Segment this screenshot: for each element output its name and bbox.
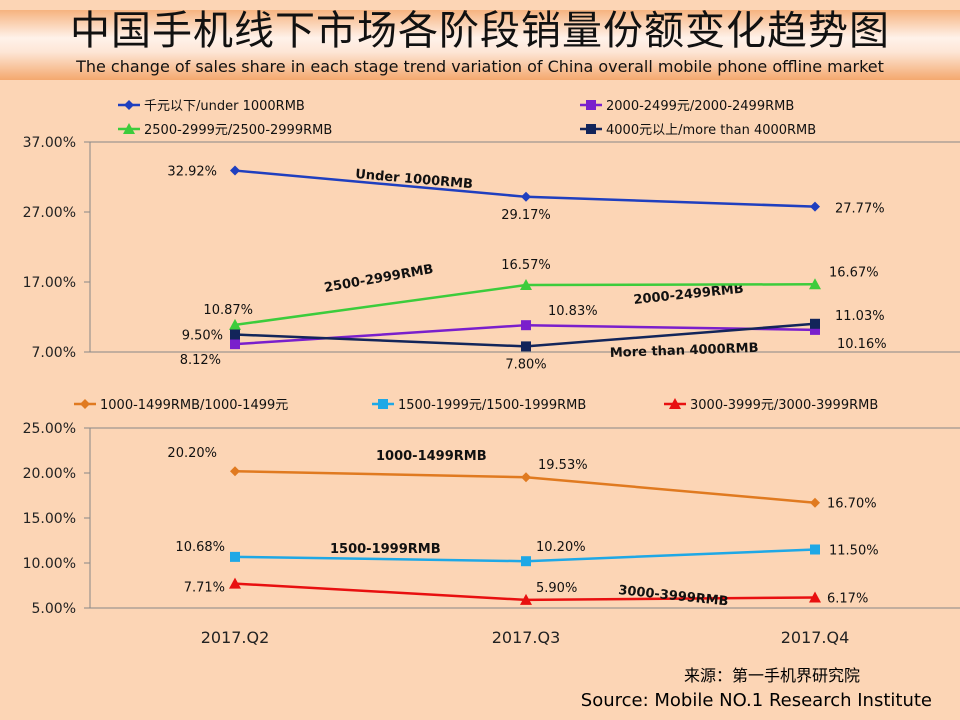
data-label: 5.90% xyxy=(536,581,577,596)
source-cn: 来源：第一手机界研究院 xyxy=(683,666,860,685)
data-label: 19.53% xyxy=(538,458,588,473)
data-point xyxy=(230,165,240,176)
data-point xyxy=(810,544,820,555)
series-annotation: 2500-2999RMB xyxy=(323,262,435,296)
series-annotation: More than 4000RMB xyxy=(610,341,759,361)
legend-marker-icon xyxy=(123,123,135,134)
data-label: 16.70% xyxy=(827,497,877,512)
data-label: 7.71% xyxy=(184,581,225,596)
data-point xyxy=(810,318,820,329)
legend-label: 1000-1499RMB/1000-1499元 xyxy=(100,398,288,413)
data-label: 10.16% xyxy=(837,337,887,352)
data-label: 20.20% xyxy=(167,446,217,461)
data-label: 11.03% xyxy=(835,309,885,324)
y-tick-label: 37.00% xyxy=(23,135,76,151)
data-label: 27.77% xyxy=(835,202,885,217)
legend-label: 3000-3999元/3000-3999RMB xyxy=(690,398,878,413)
data-point xyxy=(521,472,531,483)
x-tick-label: 2017.Q2 xyxy=(201,628,270,647)
data-point xyxy=(521,556,531,567)
data-point xyxy=(521,191,531,202)
series-line xyxy=(234,169,816,208)
data-point xyxy=(521,320,531,331)
data-label: 10.87% xyxy=(203,303,253,318)
data-point xyxy=(230,466,240,477)
legend-label: 4000元以上/more than 4000RMB xyxy=(606,123,816,138)
data-point xyxy=(810,497,820,508)
data-label: 11.50% xyxy=(829,544,879,559)
x-tick-label: 2017.Q3 xyxy=(492,628,561,647)
legend-marker-icon xyxy=(124,100,134,110)
legend-label: 2500-2999元/2500-2999RMB xyxy=(144,123,332,138)
legend-label: 千元以下/under 1000RMB xyxy=(144,99,305,114)
legend-label: 1500-1999元/1500-1999RMB xyxy=(398,398,586,413)
y-tick-label: 25.00% xyxy=(23,421,76,437)
data-label: 32.92% xyxy=(167,165,217,180)
data-point xyxy=(809,591,821,603)
data-point xyxy=(810,324,820,335)
y-tick-label: 5.00% xyxy=(32,601,76,617)
series-annotation: 1000-1499RMB xyxy=(376,449,487,464)
data-label: 6.17% xyxy=(827,591,868,606)
data-point xyxy=(521,341,531,352)
data-point xyxy=(230,329,240,340)
data-point xyxy=(809,278,821,290)
legend-marker-icon xyxy=(586,124,596,134)
data-label: 10.83% xyxy=(548,304,598,319)
data-point xyxy=(229,318,241,330)
y-tick-label: 20.00% xyxy=(23,466,76,482)
title-band xyxy=(0,10,960,80)
series-annotation: 1500-1999RMB xyxy=(330,542,441,557)
legend-marker-icon xyxy=(378,399,388,409)
legend-marker-icon xyxy=(669,398,681,409)
data-point xyxy=(229,577,241,589)
data-point xyxy=(520,593,532,605)
y-tick-label: 7.00% xyxy=(32,345,76,361)
data-point xyxy=(230,339,240,350)
legend-marker-icon xyxy=(586,100,596,110)
data-label: 8.12% xyxy=(180,353,221,368)
y-tick-label: 27.00% xyxy=(23,205,76,221)
source-en: Source: Mobile NO.1 Research Institute xyxy=(580,690,932,711)
data-label: 16.67% xyxy=(829,265,879,280)
data-point xyxy=(230,551,240,562)
series-annotation: 3000-3999RMB xyxy=(618,583,730,609)
legend-label: 2000-2499元/2000-2499RMB xyxy=(606,99,794,114)
y-tick-label: 15.00% xyxy=(23,511,76,527)
data-point xyxy=(520,279,532,291)
y-tick-label: 10.00% xyxy=(23,556,76,572)
data-point xyxy=(810,201,820,212)
data-label: 16.57% xyxy=(501,258,551,273)
data-label: 10.68% xyxy=(175,540,225,555)
data-label: 9.50% xyxy=(182,329,223,344)
data-label: 7.80% xyxy=(505,357,546,372)
chart-subtitle: The change of sales share in each stage … xyxy=(76,57,884,76)
x-tick-label: 2017.Q4 xyxy=(781,628,850,647)
y-tick-label: 17.00% xyxy=(23,275,76,291)
data-label: 10.20% xyxy=(536,540,586,555)
series-annotation: Under 1000RMB xyxy=(355,167,474,192)
data-label: 29.17% xyxy=(501,208,551,223)
legend-marker-icon xyxy=(80,399,90,409)
chart-title: 中国手机线下市场各阶段销量份额变化趋势图 xyxy=(70,8,890,54)
